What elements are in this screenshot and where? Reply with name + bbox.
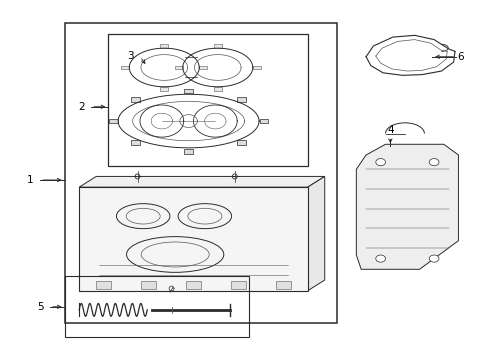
Text: 6: 6: [457, 52, 463, 62]
Bar: [141, 281, 156, 289]
Bar: [231, 281, 245, 289]
Bar: [79, 187, 307, 291]
Bar: [237, 140, 246, 145]
Text: 4: 4: [386, 125, 393, 135]
Circle shape: [428, 255, 438, 262]
Text: 5: 5: [37, 302, 43, 312]
Bar: [184, 149, 193, 154]
Bar: [213, 44, 221, 48]
Bar: [186, 281, 201, 289]
Bar: [259, 119, 268, 123]
Circle shape: [428, 158, 438, 166]
Polygon shape: [307, 176, 324, 291]
Bar: [160, 44, 168, 48]
Bar: [121, 66, 129, 69]
Bar: [131, 140, 140, 145]
Circle shape: [375, 255, 385, 262]
Circle shape: [375, 158, 385, 166]
Bar: [252, 66, 260, 69]
Bar: [184, 89, 193, 93]
Polygon shape: [356, 144, 458, 269]
Text: 2: 2: [78, 102, 85, 112]
Bar: [276, 281, 290, 289]
Bar: [131, 98, 140, 102]
Bar: [237, 98, 246, 102]
Bar: [64, 23, 336, 323]
Polygon shape: [79, 176, 324, 187]
Bar: [109, 119, 117, 123]
Text: 1: 1: [26, 175, 33, 185]
Bar: [108, 33, 307, 166]
Bar: [213, 87, 221, 91]
Bar: [199, 66, 206, 69]
Text: 3: 3: [127, 51, 133, 61]
Bar: [160, 87, 168, 91]
Bar: [64, 276, 249, 337]
Bar: [175, 66, 183, 69]
Bar: [96, 281, 111, 289]
